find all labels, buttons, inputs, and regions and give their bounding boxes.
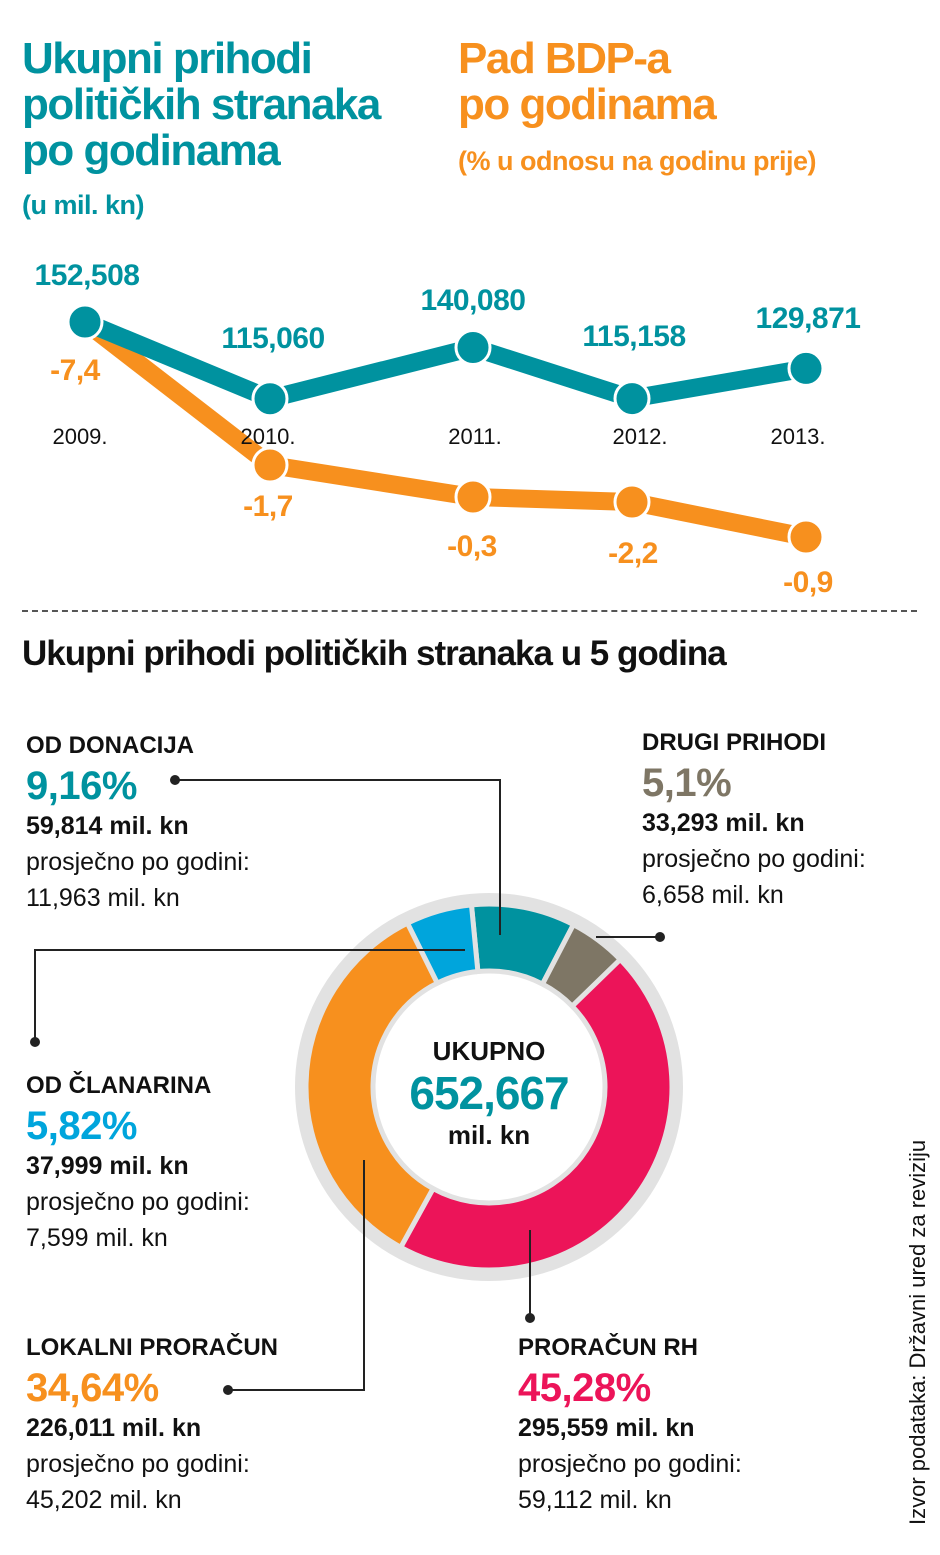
leader-dot-drugi — [655, 932, 665, 942]
donut-slice-lokalni — [303, 919, 441, 1251]
year-tick-label: 2011. — [448, 424, 502, 449]
income-series-point — [787, 349, 825, 387]
line-chart-title: Ukupni prihodi političkih stranaka po go… — [22, 34, 381, 175]
gdp-series-point — [454, 478, 492, 516]
year-tick-label: 2013. — [770, 424, 826, 449]
donut-title: Ukupni prihodi političkih stranaka u 5 g… — [22, 634, 727, 673]
callout-donacije: OD DONACIJA 9,16% 59,814 mil. kn prosječ… — [26, 732, 250, 912]
gdp-data-label: -0,9 — [783, 566, 833, 599]
donut-slice-rh — [397, 955, 675, 1273]
callout-clanarina: OD ČLANARINA 5,82% 37,999 mil. kn prosje… — [26, 1072, 250, 1252]
gdp-series-segment — [79, 314, 276, 473]
gdp-series-point — [251, 446, 289, 484]
leader-dot-clanarina — [30, 1037, 40, 1047]
source-note: Izvor podataka: Državni ured za reviziju — [905, 1139, 930, 1525]
donut-slice-clanarina — [404, 902, 481, 987]
income-series-point — [251, 380, 289, 418]
gdp-series-segment — [630, 493, 808, 546]
callout-lokalni-proracun: LOKALNI PRORAČUN 34,64% 226,011 mil. kn … — [26, 1334, 278, 1514]
donut-outer-ring — [295, 893, 683, 1281]
gdp-data-label: -2,2 — [608, 537, 658, 570]
leader-dot-lokalni — [223, 1385, 233, 1395]
leader-line-lokalni — [228, 1160, 365, 1391]
donut-center-value: 652,667 — [409, 1067, 569, 1119]
income-data-label: 140,080 — [420, 284, 526, 317]
leader-dot-rh — [525, 1313, 535, 1323]
year-tick-label: 2012. — [612, 424, 668, 449]
gdp-series-point — [787, 518, 825, 556]
income-series-segment — [267, 338, 476, 408]
income-data-label: 129,871 — [755, 302, 861, 335]
income-series-point — [454, 328, 492, 366]
year-tick-label: 2009. — [52, 424, 108, 449]
gdp-data-label: -1,7 — [243, 490, 293, 523]
income-series-point — [66, 303, 104, 341]
income-data-label: 152,508 — [34, 259, 140, 292]
gdp-data-label: -7,4 — [50, 354, 100, 387]
leader-line-clanarina — [34, 949, 465, 1042]
income-series-point — [613, 380, 651, 418]
gdp-data-label: -0,3 — [447, 530, 497, 563]
donut-center-unit: mil. kn — [447, 1120, 531, 1150]
income-series-segment — [630, 359, 808, 408]
donut-center-label: UKUPNO — [432, 1036, 546, 1066]
line-chart-unit: (u mil. kn) — [22, 190, 145, 220]
income-data-label: 115,060 — [221, 322, 325, 355]
income-series-segment — [81, 313, 274, 408]
gdp-series-segment — [472, 488, 633, 511]
gdp-series-point — [613, 483, 651, 521]
leader-dot-donacije — [170, 775, 180, 785]
leader-line-donacije — [175, 779, 501, 935]
income-data-label: 115,158 — [582, 320, 686, 353]
income-series-segment — [470, 338, 635, 408]
gdp-series-segment — [268, 456, 475, 506]
callout-proracun-rh: PRORAČUN RH 45,28% 295,559 mil. kn prosj… — [518, 1334, 742, 1514]
year-tick-label: 2010. — [240, 424, 296, 449]
gdp-chart-title: Pad BDP-a po godinama — [458, 34, 717, 129]
divider — [22, 610, 917, 612]
line-chart — [66, 303, 825, 556]
callout-drugi-prihodi: DRUGI PRIHODI 5,1% 33,293 mil. kn prosje… — [642, 729, 866, 909]
gdp-chart-subtitle: (% u odnosu na godinu prije) — [458, 146, 816, 176]
